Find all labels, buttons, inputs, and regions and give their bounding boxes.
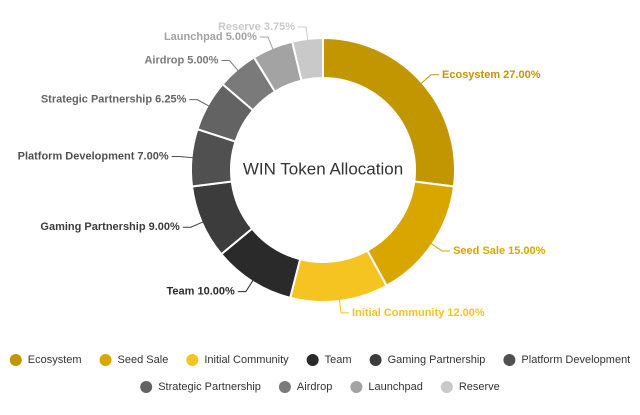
legend-item: Ecosystem [9,354,82,366]
chart-title: WIN Token Allocation [243,159,403,178]
legend-item: Gaming Partnership [369,354,486,366]
data-label: Reserve 3.75% [218,21,295,33]
leader-line [428,241,451,252]
legend-marker [350,381,363,393]
leader-line [237,277,255,293]
legend-item: Platform Development [503,354,630,366]
legend-marker [306,354,319,366]
leader-line [189,99,212,108]
leader-line [259,36,275,52]
legend-label: Initial Community [204,354,289,366]
legend-item: Strategic Partnership [140,381,261,393]
data-label: Seed Sale 15.00% [453,245,546,257]
label-value: 5.00% [226,31,257,43]
data-label: Platform Development 7.00% [18,150,169,162]
label-name: Launchpad [164,31,223,43]
label-value: 3.75% [264,21,295,33]
legend-marker [440,381,453,393]
legend-label: Team [325,354,352,366]
legend-marker [503,354,516,366]
leader-line [171,155,196,159]
label-value: 6.25% [155,94,186,106]
legend-label: Platform Development [521,354,630,366]
label-name: Seed Sale [453,245,505,257]
label-value: 5.00% [187,54,218,66]
label-name: Platform Development [18,150,135,162]
label-value: 9.00% [149,221,180,233]
label-value: 15.00% [508,245,546,257]
legend-item: Seed Sale [99,354,169,366]
slice [288,249,388,303]
label-value: 7.00% [137,150,168,162]
legend-marker [186,354,199,366]
leader-line [298,26,309,43]
label-name: Airdrop [144,54,184,66]
legend-item: Initial Community [186,354,289,366]
legend-label: Seed Sale [118,354,169,366]
label-name: Gaming Partnership [40,221,145,233]
legend-label: Gaming Partnership [388,354,486,366]
leader-line [221,60,241,73]
label-name: Team [167,285,195,297]
slice [290,36,324,82]
legend-item: Launchpad [350,381,423,393]
legend-label: Ecosystem [28,354,82,366]
legend-item: Reserve [440,381,500,393]
legend-item: Airdrop [278,381,332,393]
legend-label: Airdrop [297,381,332,393]
label-value: 12.00% [447,307,485,319]
legend-marker [278,381,291,393]
legend-label: Strategic Partnership [158,381,261,393]
legend-marker [369,354,382,366]
data-label: Initial Community 12.00% [352,307,485,319]
legend-item: Team [306,354,352,366]
label-name: Reserve [218,21,261,33]
data-label: Launchpad 5.00% [164,31,257,43]
label-name: Initial Community [352,307,445,319]
data-label: Airdrop 5.00% [144,54,218,66]
legend-marker [99,354,112,366]
legend-label: Launchpad [368,381,422,393]
leader-line [418,74,440,86]
data-label: Gaming Partnership 9.00% [40,221,180,233]
label-name: Ecosystem [442,69,500,81]
legend-marker [9,354,22,366]
label-name: Strategic Partnership [41,94,153,106]
data-label: Team 10.00% [167,285,236,297]
legend-marker [140,381,153,393]
leader-line [182,220,206,228]
leader-line [338,296,350,314]
label-value: 10.00% [198,285,236,297]
slice [365,180,456,288]
legend-label: Reserve [459,381,500,393]
data-label: Strategic Partnership 6.25% [41,94,187,106]
label-value: 27.00% [503,69,541,81]
data-label: Ecosystem 27.00% [442,69,541,81]
